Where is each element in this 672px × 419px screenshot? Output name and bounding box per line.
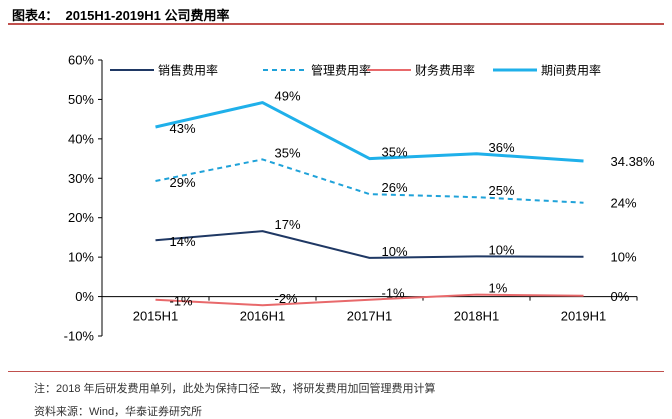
y-tick-label: 60%	[68, 53, 94, 68]
data-label: 35%	[275, 145, 301, 160]
header-divider	[8, 23, 664, 25]
data-label: 24%	[611, 196, 637, 211]
expense-ratio-chart: -10% 0% 10% 20% 30% 40% 50% 60% 2015H1 2016H1 2017…	[64, 53, 656, 344]
series-line	[155, 293, 584, 307]
figure-header: 图表4： 2015H1-2019H1 公司费用率	[8, 2, 664, 25]
y-tick-label: 50%	[68, 92, 94, 107]
footer-divider	[8, 371, 664, 372]
y-tick-label: 20%	[68, 210, 94, 225]
data-label: 29%	[170, 175, 196, 190]
x-tick-label: 2016H1	[240, 309, 286, 324]
x-tick-label: 2017H1	[347, 309, 393, 324]
data-label: 35%	[382, 145, 408, 160]
y-tick-label: 40%	[68, 131, 94, 146]
legend-label: 财务费用率	[415, 63, 475, 78]
data-label: 49%	[275, 89, 301, 104]
x-tick-label: 2015H1	[133, 309, 179, 324]
series-line	[155, 158, 584, 204]
x-tick-label: 2019H1	[561, 309, 607, 324]
figure-caption: 图表4： 2015H1-2019H1 公司费用率	[12, 5, 230, 24]
chart-note: 注：2018 年后研发费用单列，此处为保持口径一致，将研发费用加回管理费用计算	[34, 383, 436, 395]
y-tick-label: 10%	[68, 250, 94, 265]
data-label: 10%	[489, 242, 515, 257]
chart-source: 资料来源：Wind，华泰证券研究所	[34, 406, 203, 418]
data-label: 1%	[489, 281, 508, 296]
figure-label: 图表4：	[12, 8, 59, 23]
series-line	[155, 101, 584, 163]
legend-label: 管理费用率	[311, 63, 371, 78]
y-tick-label: -10%	[64, 329, 95, 344]
y-tick-label: 0%	[75, 289, 94, 304]
series-line	[155, 230, 584, 259]
data-label: -1%	[170, 294, 194, 309]
data-label: 43%	[170, 121, 196, 136]
data-label: 0%	[611, 289, 630, 304]
figure-title: 2015H1-2019H1 公司费用率	[65, 8, 230, 23]
data-label: -2%	[275, 291, 299, 306]
legend-label: 销售费用率	[158, 63, 218, 78]
x-tick-label: 2018H1	[454, 309, 500, 324]
y-tick-label: 30%	[68, 171, 94, 186]
data-label: 36%	[489, 140, 515, 155]
data-label: 14%	[170, 234, 196, 249]
legend-label: 期间费用率	[541, 63, 601, 78]
data-label: 10%	[382, 244, 408, 259]
data-label: 10%	[611, 250, 637, 265]
data-label: 25%	[489, 183, 515, 198]
data-label: 34.38%	[611, 154, 656, 169]
data-label: 17%	[275, 217, 301, 232]
data-label: -1%	[382, 286, 406, 301]
data-label: 26%	[382, 180, 408, 195]
